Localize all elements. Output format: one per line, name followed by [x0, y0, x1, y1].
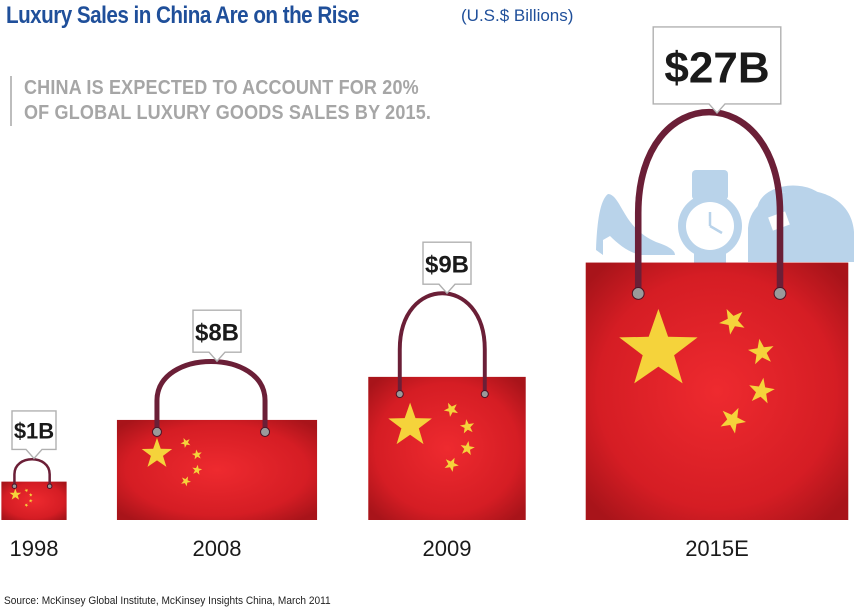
bag-handle: [397, 291, 487, 397]
shopping-bag-1998: $1B 1998: [1, 410, 67, 561]
grommet: [480, 390, 489, 399]
grommet: [11, 483, 18, 489]
flag-star-large: [619, 308, 698, 384]
grommet: [46, 483, 53, 489]
bag-bar: [368, 376, 526, 520]
flag-star-small: [460, 441, 475, 456]
shopping-bag-2008: $8B 2008: [116, 309, 318, 561]
flag-star-large: [141, 437, 173, 467]
bag-bar: [585, 262, 849, 520]
value-label: $8B: [195, 319, 239, 346]
watch-icon: [678, 170, 742, 264]
flag-star-small: [192, 464, 203, 475]
bag-handle: [634, 109, 784, 297]
shopping-bag-2015E: $27B 2015E: [585, 26, 849, 561]
handbag-icon: [748, 185, 854, 262]
flag-star-small: [444, 457, 459, 472]
source-note: Source: McKinsey Global Institute, McKin…: [4, 595, 331, 607]
callout-line-1: CHINA IS EXPECTED TO ACCOUNT FOR 20%: [24, 77, 419, 99]
flag-star-small: [459, 419, 475, 434]
grommet: [773, 287, 787, 300]
grommet: [260, 426, 271, 437]
luxury-accessories-illustration: [596, 170, 854, 264]
category-label: 2015E: [685, 536, 749, 561]
flag-star-small: [749, 377, 775, 404]
flag-star-small: [720, 407, 746, 434]
flag-star-small: [180, 438, 191, 448]
flag-star-small: [181, 476, 191, 487]
bag-bar: [116, 419, 318, 520]
value-callout-bubble: [192, 309, 242, 363]
flag-star-small: [719, 309, 745, 335]
high-heel-shoe-icon: [596, 194, 675, 255]
chart-subtitle: (U.S.$ Billions): [461, 6, 574, 25]
shopping-bag-2009: $9B 2009: [368, 241, 526, 561]
value-callout-bubble: [11, 410, 57, 460]
category-label: 2008: [193, 536, 242, 561]
bag-handle: [154, 359, 268, 435]
category-label: 1998: [10, 536, 59, 561]
flag-star-large: [388, 402, 432, 445]
flag-star-small: [24, 503, 29, 508]
flag-star-small: [748, 338, 774, 365]
flag-star-small: [443, 402, 458, 417]
grommet: [631, 287, 645, 300]
flag-star-small: [28, 498, 33, 503]
value-label: $1B: [14, 419, 54, 444]
flag-star-small: [24, 488, 29, 493]
bag-bar: [1, 481, 67, 520]
value-label: $27B: [664, 43, 769, 92]
flag-star-large: [9, 488, 22, 500]
bag-handle: [13, 458, 51, 488]
grommet: [151, 426, 162, 437]
flag-star-small: [28, 493, 33, 497]
callout-line-2: OF GLOBAL LUXURY GOODS SALES BY 2015.: [24, 102, 432, 124]
flag-star-small: [191, 449, 202, 460]
category-label: 2009: [423, 536, 472, 561]
callout-text: CHINA IS EXPECTED TO ACCOUNT FOR 20% OF …: [10, 76, 476, 126]
value-label: $9B: [425, 251, 469, 278]
value-callout-bubble: [422, 241, 472, 295]
value-callout-bubble: [652, 26, 782, 114]
chart-title-block: Luxury Sales in China Are on the Rise (U…: [6, 2, 573, 30]
chart-title: Luxury Sales in China Are on the Rise: [6, 2, 359, 29]
grommet: [395, 390, 404, 399]
